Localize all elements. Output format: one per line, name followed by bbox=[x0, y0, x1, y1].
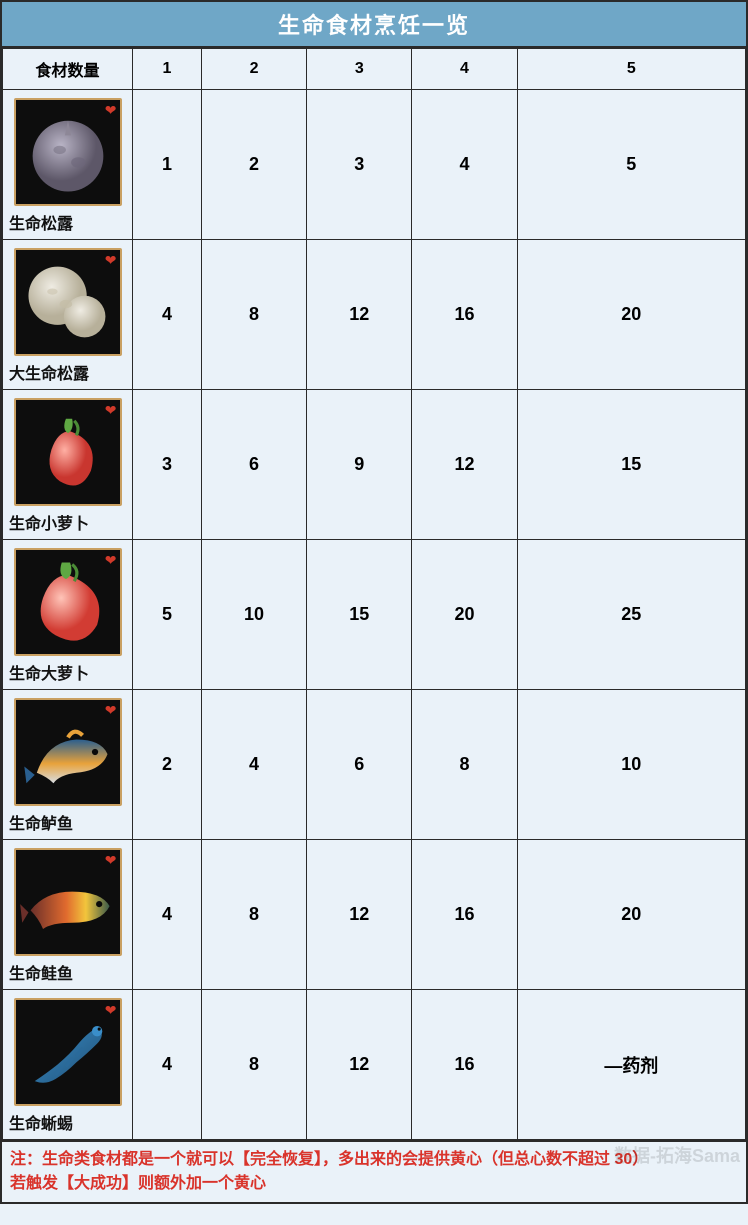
value-cell: 5 bbox=[517, 90, 745, 240]
ingredient-cell: ❤ 生命大萝卜 bbox=[3, 540, 133, 690]
value-cell: 8 bbox=[201, 240, 306, 390]
value-cell: 4 bbox=[133, 240, 202, 390]
cooking-table-container: 生命食材烹饪一览 食材数量 1 2 3 4 5 ❤生命松露12345❤大生命松露… bbox=[0, 0, 748, 1204]
ingredient-icon: ❤ bbox=[14, 98, 122, 206]
value-cell: 12 bbox=[412, 390, 517, 540]
ingredient-cell: ❤ 生命松露 bbox=[3, 90, 133, 240]
heart-icon: ❤ bbox=[105, 402, 117, 419]
value-cell: 3 bbox=[307, 90, 412, 240]
heart-icon: ❤ bbox=[105, 552, 117, 569]
value-cell: 8 bbox=[201, 840, 306, 990]
ingredient-row: ❤ 生命蜥蜴 481216—药剂 bbox=[3, 990, 746, 1140]
value-cell: 20 bbox=[517, 240, 745, 390]
ingredient-icon: ❤ bbox=[14, 998, 122, 1106]
value-cell: 4 bbox=[201, 690, 306, 840]
header-label: 食材数量 bbox=[3, 49, 133, 90]
value-cell: 12 bbox=[307, 240, 412, 390]
ingredient-row: ❤ 大生命松露 48121620 bbox=[3, 240, 746, 390]
heart-icon: ❤ bbox=[105, 252, 117, 269]
col-5: 5 bbox=[517, 49, 745, 90]
ingredient-cell: ❤ 生命小萝卜 bbox=[3, 390, 133, 540]
table-title: 生命食材烹饪一览 bbox=[2, 2, 746, 48]
value-cell: 4 bbox=[133, 990, 202, 1140]
header-row: 食材数量 1 2 3 4 5 bbox=[3, 49, 746, 90]
ingredient-name: 大生命松露 bbox=[7, 360, 89, 384]
value-cell: 9 bbox=[307, 390, 412, 540]
col-1: 1 bbox=[133, 49, 202, 90]
value-cell: —药剂 bbox=[517, 990, 745, 1140]
value-cell: 15 bbox=[307, 540, 412, 690]
footnote: 注：生命类食材都是一个就可以【完全恢复】，多出来的会提供黄心（但总心数不超过 3… bbox=[2, 1140, 746, 1202]
ingredient-icon: ❤ bbox=[14, 398, 122, 506]
heart-icon: ❤ bbox=[105, 102, 117, 119]
ingredient-row: ❤ 生命大萝卜 510152025 bbox=[3, 540, 746, 690]
ingredient-icon: ❤ bbox=[14, 548, 122, 656]
ingredient-row: ❤ 生命松露 12345 bbox=[3, 90, 746, 240]
value-cell: 8 bbox=[412, 690, 517, 840]
value-cell: 6 bbox=[307, 690, 412, 840]
value-cell: 5 bbox=[133, 540, 202, 690]
ingredient-name: 生命鲑鱼 bbox=[7, 960, 73, 984]
value-cell: 2 bbox=[201, 90, 306, 240]
heart-icon: ❤ bbox=[105, 702, 117, 719]
heart-icon: ❤ bbox=[105, 1002, 117, 1019]
ingredient-cell: ❤ 大生命松露 bbox=[3, 240, 133, 390]
ingredient-icon: ❤ bbox=[14, 248, 122, 356]
value-cell: 8 bbox=[201, 990, 306, 1140]
value-cell: 4 bbox=[133, 840, 202, 990]
note-line-1: 注：生命类食材都是一个就可以【完全恢复】，多出来的会提供黄心（但总心数不超过 3… bbox=[10, 1148, 738, 1172]
value-cell: 10 bbox=[517, 690, 745, 840]
ingredient-row: ❤ 生命鲑鱼 48121620 bbox=[3, 840, 746, 990]
ingredient-row: ❤ 生命小萝卜 3691215 bbox=[3, 390, 746, 540]
ingredient-icon: ❤ bbox=[14, 848, 122, 956]
value-cell: 12 bbox=[307, 840, 412, 990]
ingredient-cell: ❤ 生命鲈鱼 bbox=[3, 690, 133, 840]
ingredient-row: ❤ 生命鲈鱼 246810 bbox=[3, 690, 746, 840]
ingredient-icon: ❤ bbox=[14, 698, 122, 806]
value-cell: 15 bbox=[517, 390, 745, 540]
value-cell: 1 bbox=[133, 90, 202, 240]
value-cell: 20 bbox=[517, 840, 745, 990]
col-3: 3 bbox=[307, 49, 412, 90]
ingredient-cell: ❤ 生命鲑鱼 bbox=[3, 840, 133, 990]
ingredient-name: 生命鲈鱼 bbox=[7, 810, 73, 834]
ingredient-name: 生命小萝卜 bbox=[7, 510, 89, 534]
value-cell: 16 bbox=[412, 840, 517, 990]
value-cell: 6 bbox=[201, 390, 306, 540]
value-cell: 12 bbox=[307, 990, 412, 1140]
value-cell: 10 bbox=[201, 540, 306, 690]
col-2: 2 bbox=[201, 49, 306, 90]
note-line-2: 若触发【大成功】则额外加一个黄心 bbox=[10, 1172, 738, 1196]
ingredient-name: 生命松露 bbox=[7, 210, 73, 234]
ingredient-cell: ❤ 生命蜥蜴 bbox=[3, 990, 133, 1140]
ingredient-name: 生命蜥蜴 bbox=[7, 1110, 73, 1134]
value-cell: 16 bbox=[412, 990, 517, 1140]
value-cell: 2 bbox=[133, 690, 202, 840]
value-cell: 16 bbox=[412, 240, 517, 390]
value-cell: 4 bbox=[412, 90, 517, 240]
heart-icon: ❤ bbox=[105, 852, 117, 869]
value-cell: 25 bbox=[517, 540, 745, 690]
ingredient-name: 生命大萝卜 bbox=[7, 660, 89, 684]
col-4: 4 bbox=[412, 49, 517, 90]
cooking-table: 食材数量 1 2 3 4 5 ❤生命松露12345❤大生命松露48121620❤… bbox=[2, 48, 746, 1140]
value-cell: 20 bbox=[412, 540, 517, 690]
value-cell: 3 bbox=[133, 390, 202, 540]
